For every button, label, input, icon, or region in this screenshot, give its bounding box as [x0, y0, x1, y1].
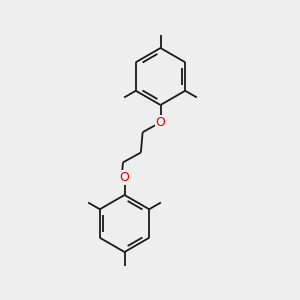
Text: O: O: [156, 116, 165, 129]
Text: O: O: [120, 171, 129, 184]
